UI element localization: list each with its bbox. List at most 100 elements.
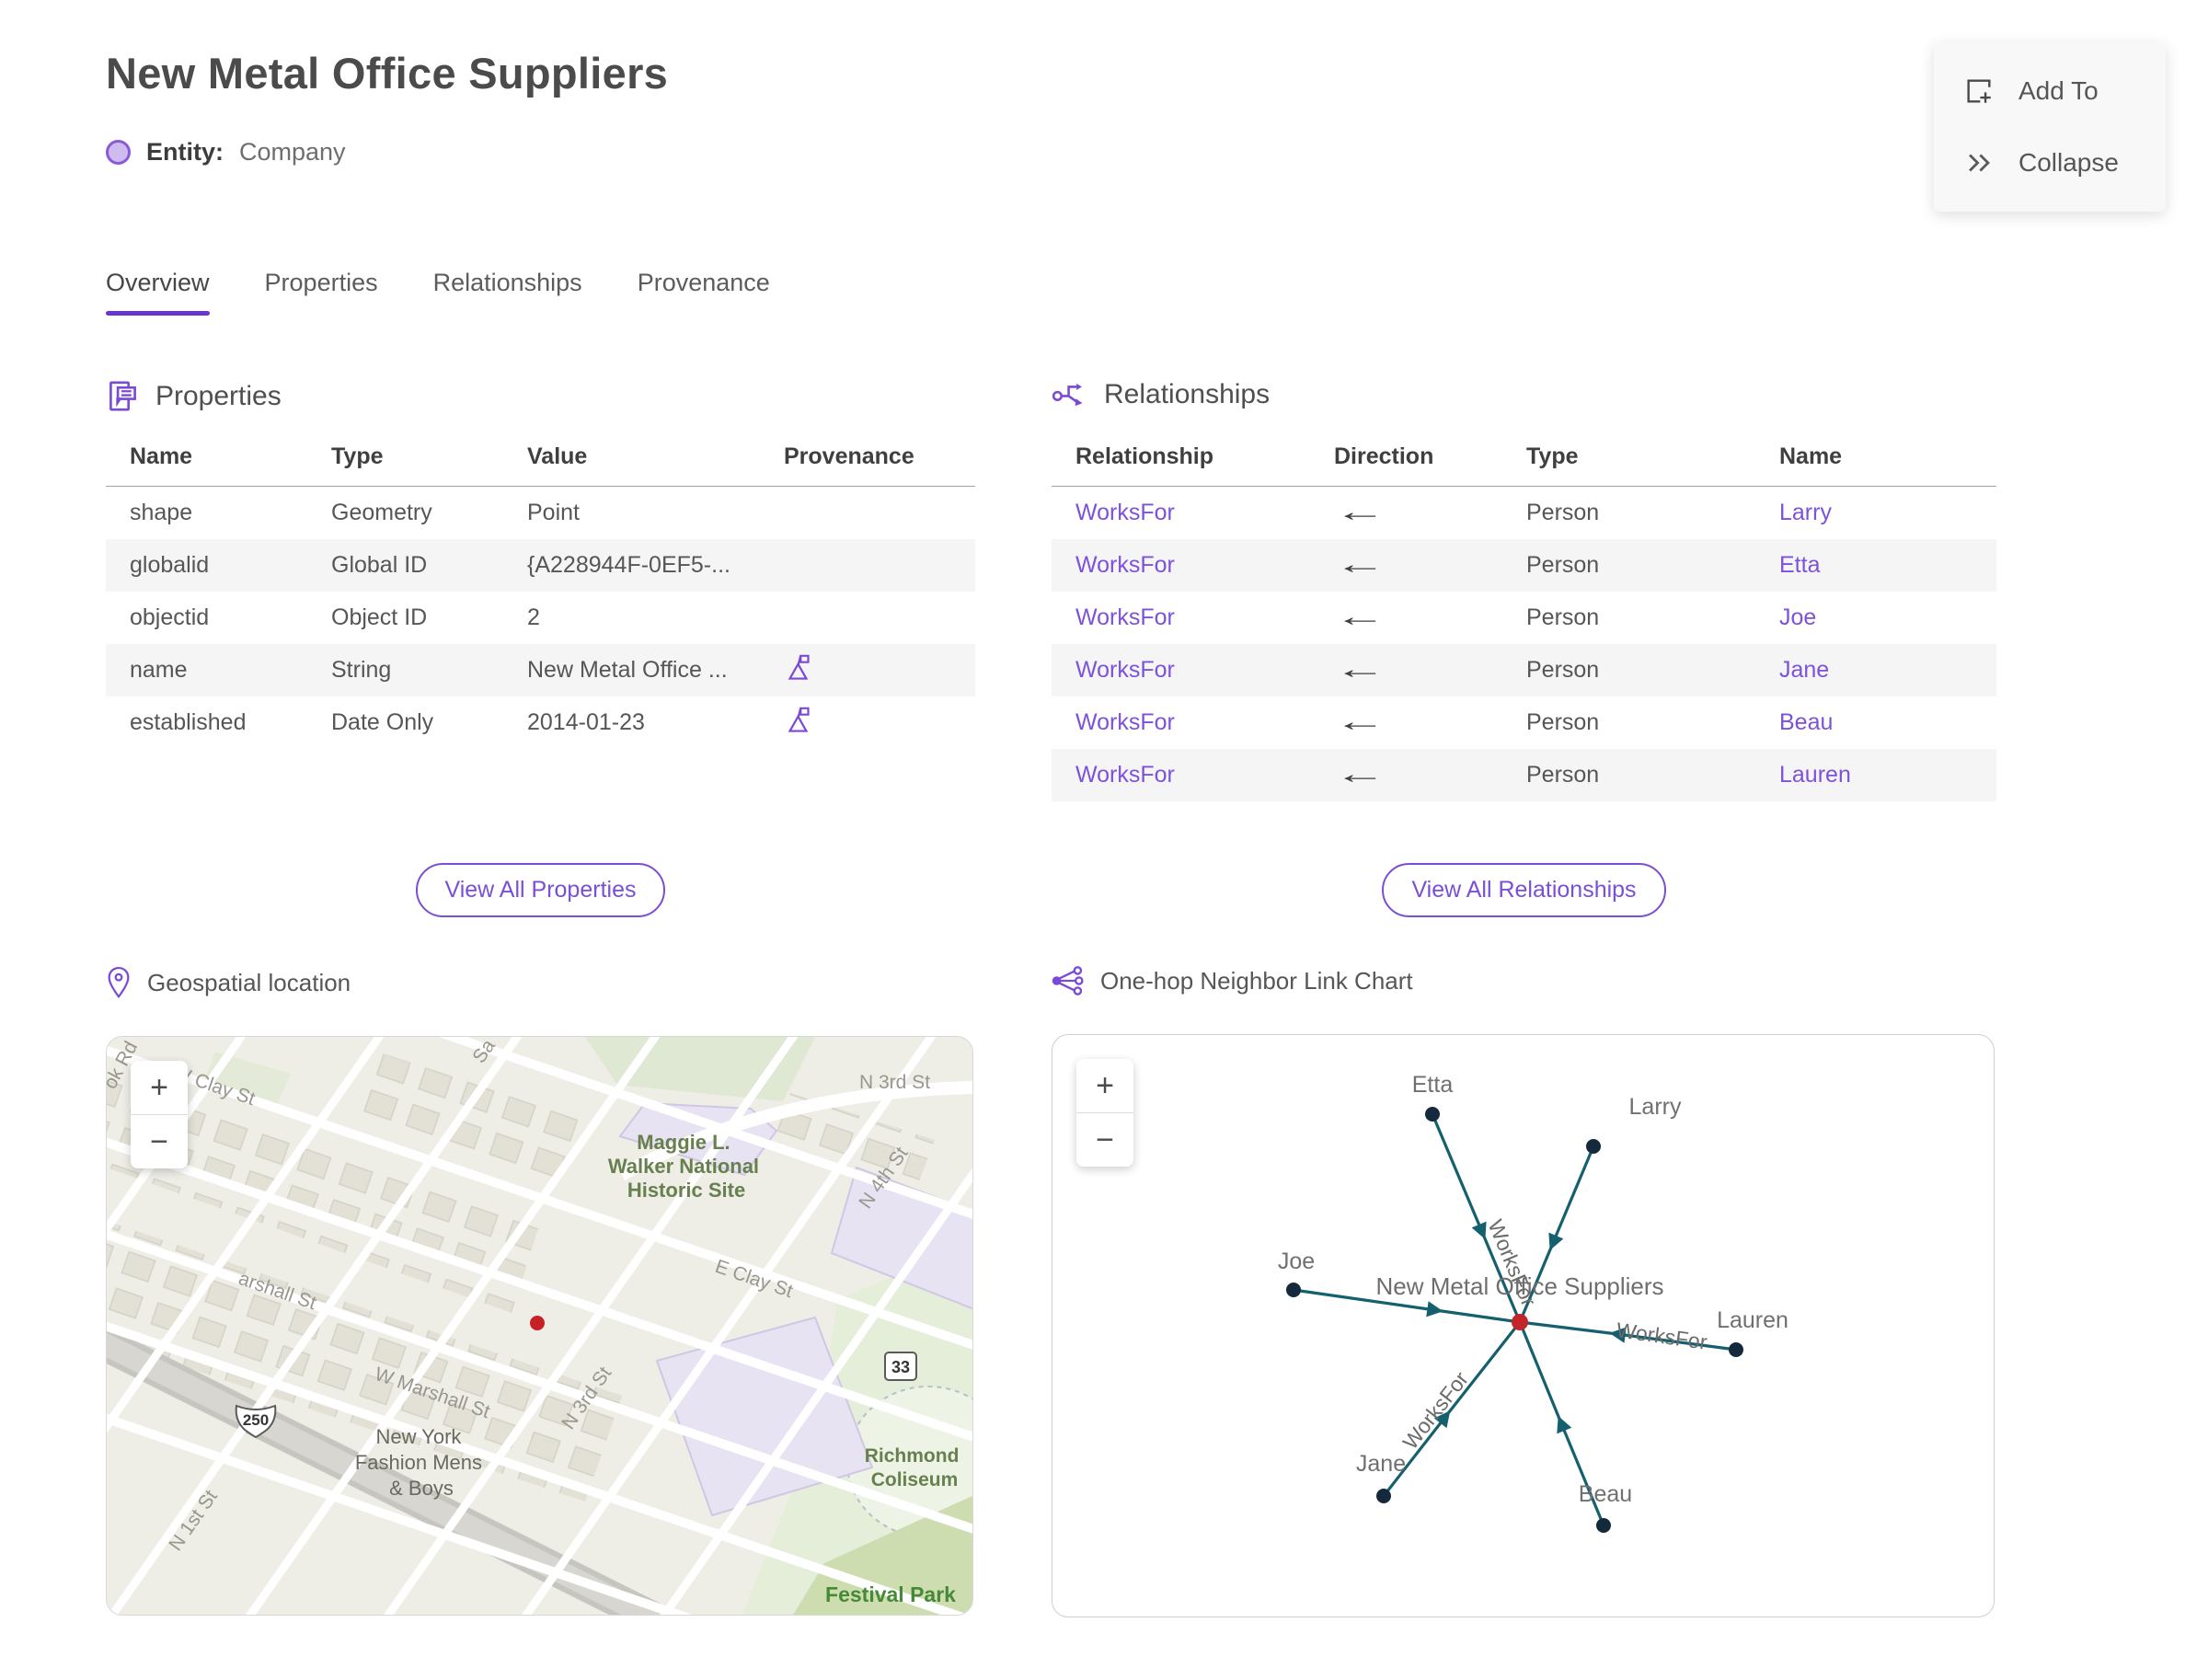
street-label: N 3rd St bbox=[859, 1072, 930, 1093]
relationships-table: Relationship Direction Type Name WorksFo… bbox=[1052, 443, 1996, 801]
node-label-center-company: New Metal Office Suppliers bbox=[1375, 1272, 1663, 1300]
poi-label-festival-park: Festival Park bbox=[825, 1582, 956, 1606]
provenance-flag-icon[interactable] bbox=[784, 704, 812, 734]
table-row: WorksFor ← Person Jane bbox=[1052, 643, 1996, 696]
direction-left-arrow: ← bbox=[1334, 759, 1386, 789]
entity-link[interactable]: Larry bbox=[1779, 499, 1832, 525]
tab-properties[interactable]: Properties bbox=[264, 269, 378, 296]
view-all-properties-button[interactable]: View All Properties bbox=[415, 863, 666, 917]
node-label-beau: Beau bbox=[1579, 1481, 1632, 1507]
poi-label-maggie-walker: Maggie L. Walker National Historic Site bbox=[608, 1131, 765, 1202]
route-shield-us250: 250 bbox=[235, 1404, 277, 1439]
node-label-joe: Joe bbox=[1278, 1248, 1315, 1274]
entity-link[interactable]: Etta bbox=[1779, 551, 1821, 578]
edge-joe-worksfor[interactable] bbox=[1293, 1288, 1521, 1324]
relationship-link[interactable]: WorksFor bbox=[1075, 551, 1175, 578]
col-provenance: Provenance bbox=[760, 443, 975, 487]
poi-label-ny-fashion: New York Fashion Mens & Boys bbox=[355, 1425, 488, 1500]
edge-beau-worksfor[interactable] bbox=[1518, 1321, 1605, 1526]
map-pin-icon bbox=[108, 966, 130, 999]
add-to-button[interactable]: Add To bbox=[1934, 55, 2166, 127]
relationships-section-header: Relationships bbox=[1052, 379, 1270, 410]
page-title: New Metal Office Suppliers bbox=[106, 49, 669, 98]
collapse-label: Collapse bbox=[2018, 148, 2119, 177]
relationships-table-header-row: Relationship Direction Type Name bbox=[1052, 443, 1996, 487]
add-to-icon bbox=[1967, 79, 1991, 103]
node-label-jane: Jane bbox=[1356, 1451, 1406, 1477]
col-value: Value bbox=[503, 443, 760, 487]
node-etta[interactable] bbox=[1425, 1107, 1440, 1122]
relationship-link[interactable]: WorksFor bbox=[1075, 761, 1175, 788]
node-larry[interactable] bbox=[1586, 1139, 1601, 1154]
entity-location-marker[interactable] bbox=[530, 1316, 545, 1330]
tab-overview[interactable]: Overview bbox=[106, 269, 210, 316]
entity-link[interactable]: Beau bbox=[1779, 708, 1834, 735]
node-joe[interactable] bbox=[1286, 1283, 1301, 1297]
entity-link[interactable]: Jane bbox=[1779, 656, 1830, 683]
node-lauren[interactable] bbox=[1729, 1342, 1743, 1357]
provenance-flag-icon[interactable] bbox=[784, 651, 812, 682]
relationship-link[interactable]: WorksFor bbox=[1075, 604, 1175, 630]
edge-etta-worksfor[interactable] bbox=[1431, 1113, 1522, 1323]
table-row: WorksFor ← Person Larry bbox=[1075, 497, 1832, 528]
geospatial-section-header: Geospatial location bbox=[106, 966, 351, 999]
direction-left-arrow: ← bbox=[1334, 549, 1386, 580]
node-center-company[interactable] bbox=[1512, 1314, 1528, 1330]
view-all-relationships-button[interactable]: View All Relationships bbox=[1382, 863, 1666, 917]
entity-link[interactable]: Joe bbox=[1779, 604, 1817, 630]
table-row: objectid Object ID 2 bbox=[130, 604, 540, 630]
col-name: Name bbox=[106, 443, 307, 487]
zoom-in-button[interactable]: + bbox=[1076, 1059, 1133, 1112]
entity-label: Entity: bbox=[146, 138, 224, 166]
relationship-link[interactable]: WorksFor bbox=[1075, 656, 1175, 683]
geospatial-map[interactable]: + − bbox=[106, 1036, 973, 1616]
chart-zoom-control: + − bbox=[1076, 1059, 1133, 1167]
edge-label-worksfor: WorksFor bbox=[1615, 1318, 1708, 1354]
entity-type-icon bbox=[106, 140, 131, 165]
direction-left-arrow: ← bbox=[1334, 654, 1386, 685]
zoom-out-button[interactable]: − bbox=[1076, 1113, 1133, 1167]
direction-left-arrow: ← bbox=[1334, 707, 1386, 737]
relationship-link[interactable]: WorksFor bbox=[1075, 708, 1175, 735]
geospatial-section-title: Geospatial location bbox=[147, 968, 351, 996]
linkchart-section-header: One-hop Neighbor Link Chart bbox=[1052, 966, 1413, 995]
edge-jane-worksfor[interactable] bbox=[1382, 1321, 1522, 1497]
entity-type-value: Company bbox=[239, 138, 346, 166]
entity-row: Entity: Company bbox=[106, 138, 346, 167]
collapse-button[interactable]: Collapse bbox=[1934, 127, 2166, 199]
zoom-out-button[interactable]: − bbox=[131, 1115, 188, 1168]
table-row: WorksFor ← Person Etta bbox=[1052, 538, 1996, 592]
table-row: WorksFor ← Person Joe bbox=[1075, 602, 1817, 632]
node-jane[interactable] bbox=[1376, 1489, 1391, 1503]
zoom-in-button[interactable]: + bbox=[131, 1061, 188, 1114]
table-row: WorksFor ← Person Beau bbox=[1075, 707, 1834, 737]
properties-section-title: Properties bbox=[155, 380, 282, 411]
svg-text:33: 33 bbox=[891, 1358, 910, 1376]
edge-lauren-worksfor[interactable] bbox=[1519, 1320, 1737, 1352]
node-beau[interactable] bbox=[1596, 1518, 1611, 1533]
col-type: Type bbox=[307, 443, 503, 487]
col-name: Name bbox=[1755, 443, 1996, 487]
poi-label-richmond-coliseum: Richmond Coliseum bbox=[865, 1445, 965, 1490]
tab-bar: Overview Properties Relationships Proven… bbox=[106, 269, 770, 316]
relationship-link[interactable]: WorksFor bbox=[1075, 499, 1175, 525]
linkchart-section-title: One-hop Neighbor Link Chart bbox=[1100, 966, 1413, 995]
direction-left-arrow: ← bbox=[1334, 497, 1386, 528]
edge-larry-worksfor[interactable] bbox=[1518, 1145, 1595, 1323]
col-relationship: Relationship bbox=[1052, 443, 1310, 487]
table-row: shape Geometry Point bbox=[130, 499, 580, 525]
collapse-icon bbox=[1969, 154, 1990, 172]
entity-link[interactable]: Lauren bbox=[1779, 761, 1851, 788]
edge-label-worksfor: WorksFor bbox=[1397, 1367, 1473, 1454]
properties-table-header-row: Name Type Value Provenance bbox=[106, 443, 975, 487]
svg-text:250: 250 bbox=[243, 1411, 269, 1429]
tab-relationships[interactable]: Relationships bbox=[432, 269, 582, 296]
tab-provenance[interactable]: Provenance bbox=[637, 269, 770, 296]
properties-table: Name Type Value Provenance shape Geometr… bbox=[106, 443, 975, 749]
col-direction: Direction bbox=[1310, 443, 1502, 487]
one-hop-link-chart[interactable]: + − WorksFor WorksFor WorksFor bbox=[1052, 1034, 1995, 1617]
node-label-lauren: Lauren bbox=[1717, 1307, 1788, 1333]
node-label-etta: Etta bbox=[1412, 1072, 1454, 1098]
basemap-canvas: 250 33 W Clay St Sa ok Rd arshall St W M… bbox=[107, 1037, 972, 1615]
table-row: globalid Global ID {A228944F-0EF5-... bbox=[106, 538, 975, 592]
